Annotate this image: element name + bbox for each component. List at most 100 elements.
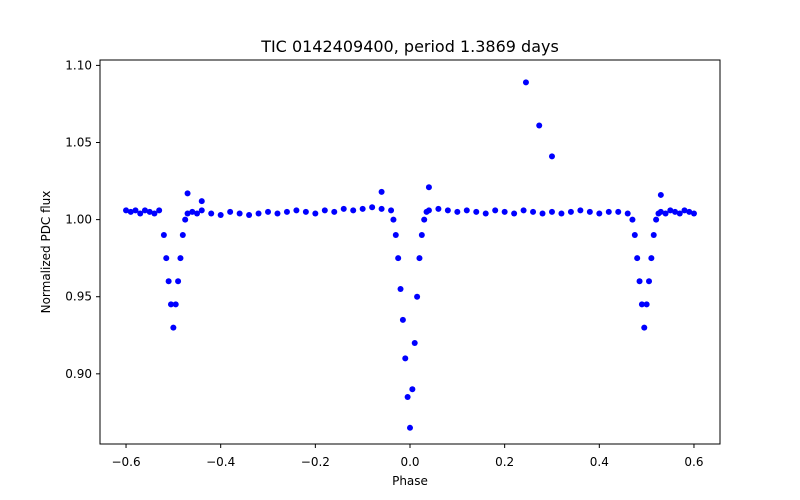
data-point [638,301,645,308]
data-point [641,324,648,331]
data-point [170,324,177,331]
data-point [397,286,404,293]
data-point [530,208,537,215]
data-point [634,255,641,262]
data-point [399,316,406,323]
data-point [246,211,253,218]
x-tick-label: 0.4 [590,455,609,469]
data-point [302,208,309,215]
data-point [151,210,158,217]
data-point [492,207,499,214]
y-tick-label: 1.05 [65,136,92,150]
data-point [686,208,693,215]
y-axis-label: Normalized PDC flux [39,191,53,314]
y-tick-label: 0.90 [65,367,92,381]
data-point [577,207,584,214]
data-point [369,204,376,211]
data-point [567,208,574,215]
data-point [501,208,508,215]
data-point [411,339,418,346]
data-point [425,184,432,191]
data-point [255,210,262,217]
data-point [265,208,272,215]
data-point [539,210,546,217]
data-point [184,190,191,197]
data-point [378,205,385,212]
plot-area-frame [99,59,721,445]
data-point [407,424,413,431]
data-point [653,216,660,223]
data-point [662,210,669,217]
data-point [395,255,402,262]
data-point [473,208,480,215]
data-point [402,355,409,362]
data-point [340,205,347,212]
data-point [359,205,366,212]
data-point [132,207,139,214]
data-point [198,207,205,214]
data-point [189,208,196,215]
data-point [520,207,527,214]
data-point [274,210,281,217]
data-point [198,198,205,205]
data-point [172,301,179,308]
data-point [167,301,174,308]
data-point [236,210,243,217]
x-tick-label: 0.6 [684,455,703,469]
y-tick-label: 1.10 [65,58,92,72]
data-point [511,210,518,217]
data-point [672,208,679,215]
data-point [414,293,421,300]
data-point [624,210,631,217]
data-point [123,207,130,214]
data-point [435,205,442,212]
data-point [127,208,134,215]
y-axis: 0.90 0.95 1.00 1.05 1.10 [65,58,100,381]
data-point [390,216,397,223]
data-point [283,208,290,215]
data-point [536,122,543,129]
data-point [416,255,423,262]
x-tick-label: 0.2 [495,455,514,469]
data-point [227,208,234,215]
chart-title: TIC 0142409400, period 1.3869 days [260,37,559,56]
data-point [388,207,395,214]
data-point [321,207,328,214]
data-point [596,210,603,217]
data-point [548,208,555,215]
data-point [163,255,170,262]
data-point [350,207,357,214]
data-point [177,255,184,262]
data-point [657,191,664,198]
data-point [636,278,643,285]
data-point [676,210,683,217]
x-tick-label: 0.0 [400,455,419,469]
data-point [194,210,201,217]
data-point [156,207,163,214]
data-point [137,210,144,217]
data-point [175,278,182,285]
data-point [182,216,189,223]
data-point [667,207,674,214]
data-point [615,208,622,215]
data-point [378,188,385,195]
data-point [444,207,451,214]
x-tick-label: −0.6 [111,455,140,469]
data-point [331,208,338,215]
data-point [548,153,555,160]
data-point [146,208,153,215]
data-point [404,393,411,400]
data-point [690,210,697,217]
data-point [208,210,215,217]
data-point [312,210,319,217]
data-point [179,232,186,239]
data-point [681,207,688,214]
data-point [160,232,167,239]
data-point [418,232,425,239]
x-axis: −0.6 −0.4 −0.2 0.0 0.2 0.4 0.6 [111,444,704,469]
x-tick-label: −0.4 [206,455,235,469]
data-point [657,208,664,215]
data-point [421,216,428,223]
data-point [217,211,224,218]
data-point [293,207,300,214]
